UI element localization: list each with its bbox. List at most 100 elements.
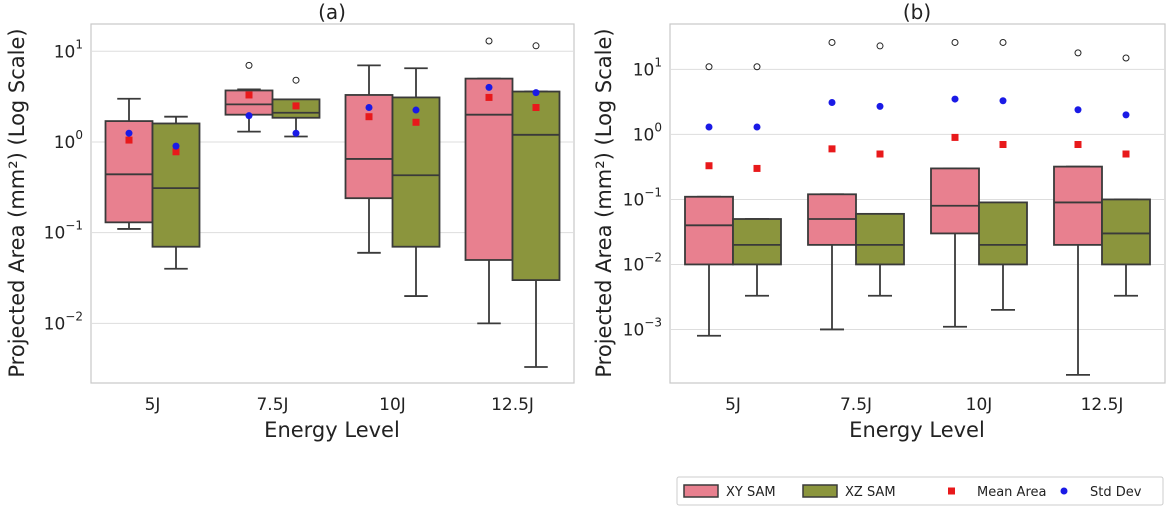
- y-tick-exponent: 1: [654, 55, 662, 69]
- panel-a-boxes: [104, 37, 561, 368]
- mean-marker: [951, 133, 959, 141]
- box-xy-sam-5J: [104, 97, 154, 230]
- box-iqr: [511, 90, 561, 281]
- outlier-point: [951, 38, 959, 46]
- y-tick-label: 100: [633, 120, 662, 145]
- mean-marker: [532, 104, 540, 112]
- panel-b-frame: [669, 23, 1166, 384]
- legend-swatch: [1060, 487, 1068, 495]
- std-marker: [532, 89, 540, 97]
- panel-b-y-axis-label: Projected Area (mm²) (Log Scale): [592, 28, 616, 377]
- legend-item-mean-area: Mean Area: [948, 485, 1046, 500]
- box-iqr: [151, 122, 201, 248]
- x-tick-label: 10J: [966, 395, 993, 415]
- box-xz-sam-12.5J: [1101, 54, 1151, 297]
- outlier-point: [292, 76, 300, 84]
- y-tick-exponent: 0: [654, 120, 662, 134]
- box-xy-sam-7.5J: [807, 38, 857, 331]
- outlier-point: [876, 42, 884, 50]
- std-marker: [1122, 111, 1130, 119]
- legend-items: XY SAM XZ SAM Mean Area Std Dev: [683, 484, 1142, 500]
- mean-marker: [125, 136, 133, 144]
- outlier-point: [753, 63, 761, 71]
- legend-label: Std Dev: [1090, 485, 1142, 500]
- legend-item-xz-sam: XZ SAM: [802, 484, 896, 500]
- y-tick-label: 10−3: [623, 315, 662, 340]
- y-tick-exponent: −3: [644, 315, 662, 329]
- std-marker: [245, 112, 253, 120]
- legend-item-xy-sam: XY SAM: [683, 484, 776, 500]
- panel-a-y-axis-label: Projected Area (mm²) (Log Scale): [5, 28, 29, 377]
- box-xy-sam-10J: [930, 38, 980, 328]
- y-tick-label: 10−2: [623, 250, 662, 275]
- outlier-point: [245, 61, 253, 69]
- panel-a-frame: [90, 23, 575, 384]
- std-marker: [705, 123, 713, 131]
- outlier-point: [999, 38, 1007, 46]
- box-iqr: [1053, 165, 1103, 246]
- box-iqr: [930, 167, 980, 235]
- y-tick-exponent: −1: [65, 219, 83, 233]
- std-marker: [999, 97, 1007, 105]
- mean-marker: [1122, 150, 1130, 158]
- std-marker: [951, 95, 959, 103]
- box-iqr: [732, 218, 782, 266]
- std-marker: [412, 106, 420, 114]
- legend-label: XZ SAM: [845, 485, 896, 500]
- legend-label: XY SAM: [726, 485, 776, 500]
- panel-a-title: (a): [318, 0, 346, 24]
- mean-marker: [828, 145, 836, 153]
- panel-b-title: (b): [903, 0, 931, 24]
- box-xy-sam-12.5J: [1053, 49, 1103, 376]
- box-xz-sam-10J: [391, 67, 441, 297]
- y-tick-label: 101: [633, 55, 662, 80]
- box-iqr: [855, 212, 905, 266]
- std-marker: [753, 123, 761, 131]
- std-marker: [1074, 106, 1082, 114]
- y-tick-exponent: −2: [65, 309, 83, 323]
- y-tick-label: 10−1: [623, 185, 662, 210]
- x-tick-label: 7.5J: [840, 395, 872, 415]
- y-tick-base: 10: [44, 224, 66, 244]
- outlier-point: [485, 37, 493, 45]
- outlier-point: [705, 63, 713, 71]
- mean-marker: [999, 141, 1007, 149]
- outlier-point: [532, 42, 540, 50]
- mean-marker: [365, 113, 373, 121]
- x-tick-label: 12.5J: [1081, 395, 1124, 415]
- box-iqr: [464, 77, 514, 261]
- y-tick-base: 10: [633, 60, 655, 80]
- legend-swatch: [683, 484, 719, 498]
- y-tick-exponent: 0: [75, 128, 83, 142]
- y-tick-base: 10: [623, 320, 645, 340]
- mean-marker: [705, 162, 713, 170]
- box-xz-sam-10J: [978, 38, 1028, 311]
- std-marker: [876, 102, 884, 110]
- panel-a-x-ticks: 5J 7.5J 10J 12.5J: [145, 395, 534, 415]
- mean-marker: [485, 93, 493, 101]
- outlier-point: [1122, 54, 1130, 62]
- panel-b-x-ticks: 5J 7.5J 10J 12.5J: [725, 395, 1123, 415]
- std-marker: [828, 98, 836, 106]
- y-tick-label: 10−2: [44, 309, 83, 334]
- box-iqr: [978, 201, 1028, 266]
- box-xy-sam-10J: [344, 64, 394, 254]
- mean-marker: [1074, 141, 1082, 149]
- outlier-point: [1074, 49, 1082, 57]
- std-marker: [172, 142, 180, 150]
- y-tick-base: 10: [633, 125, 655, 145]
- outlier-point: [828, 38, 836, 46]
- y-tick-base: 10: [44, 314, 66, 334]
- box-xy-sam-5J: [684, 63, 734, 337]
- y-tick-label: 10−1: [44, 219, 83, 244]
- x-tick-label: 12.5J: [491, 395, 534, 415]
- y-tick-label: 100: [54, 128, 83, 153]
- legend-item-std-dev: Std Dev: [1060, 485, 1142, 500]
- legend-label: Mean Area: [977, 485, 1046, 500]
- y-tick-label: 101: [54, 37, 83, 62]
